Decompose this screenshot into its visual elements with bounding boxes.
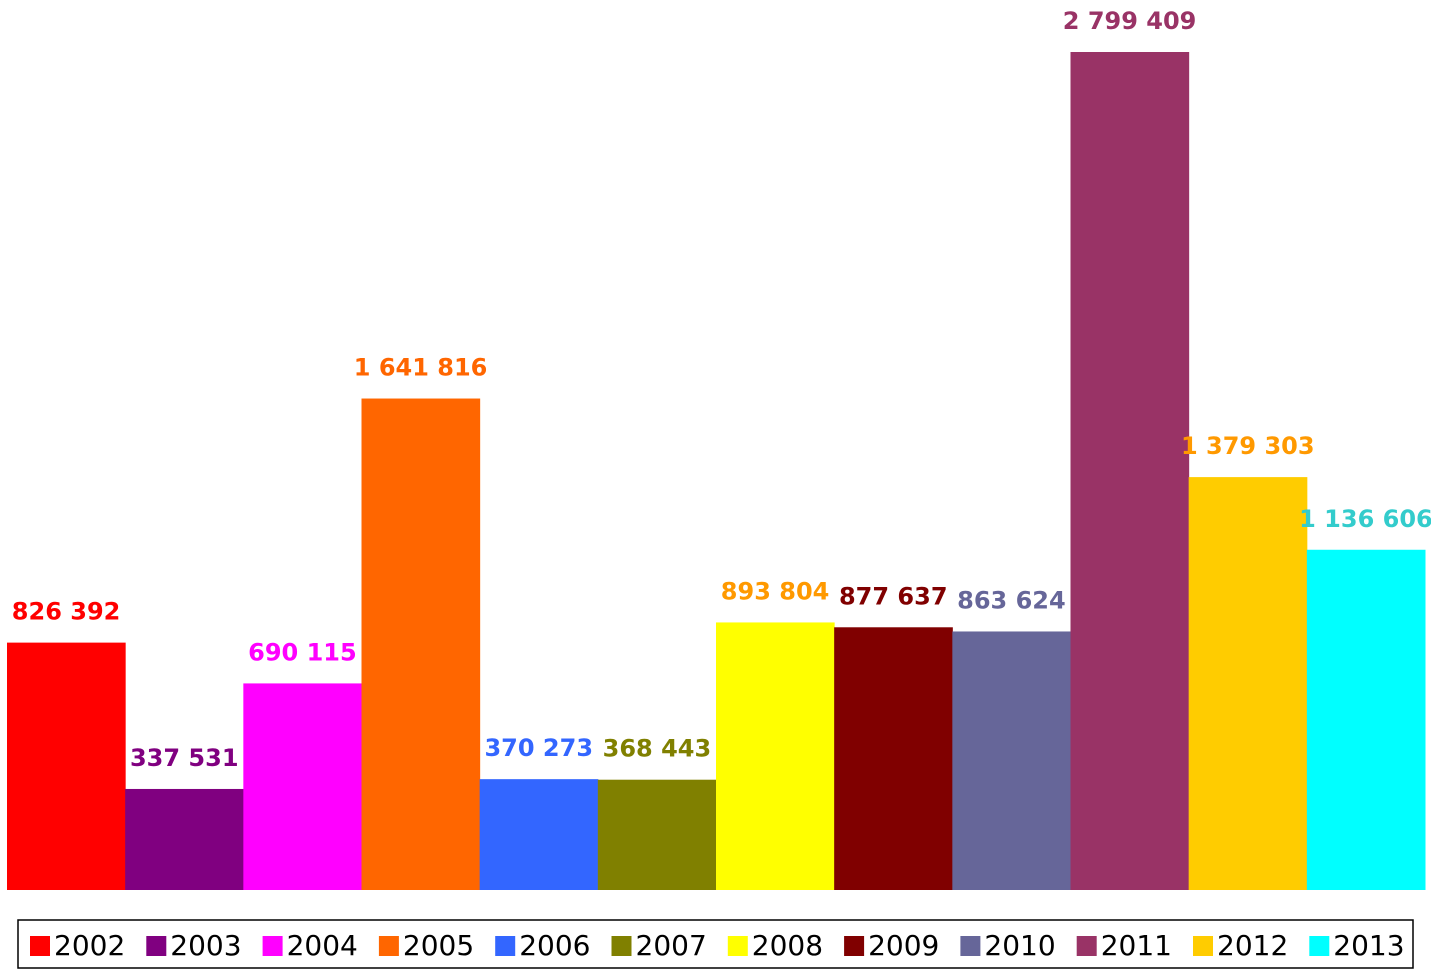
bar xyxy=(952,631,1071,890)
legend-label: 2003 xyxy=(170,929,241,962)
legend-swatch xyxy=(844,936,865,956)
value-label: 370 273 xyxy=(484,734,593,762)
value-label: 863 624 xyxy=(957,586,1066,614)
bar xyxy=(125,788,244,890)
value-label: 1 136 606 xyxy=(1299,505,1431,533)
legend-label: 2009 xyxy=(868,929,939,962)
bar xyxy=(1070,52,1190,890)
legend-box xyxy=(17,919,1414,969)
bar xyxy=(1306,549,1426,890)
legend-swatch xyxy=(960,936,981,956)
bar xyxy=(7,642,126,890)
legend-swatch xyxy=(146,936,167,956)
legend-label: 2006 xyxy=(519,929,590,962)
bar xyxy=(1188,477,1308,890)
legend-swatch xyxy=(611,936,632,956)
legend-label: 2007 xyxy=(636,929,707,962)
bar xyxy=(834,627,953,890)
bar xyxy=(597,779,717,890)
legend-swatch xyxy=(30,936,50,956)
value-label: 2 799 409 xyxy=(1063,7,1197,35)
legend-swatch xyxy=(1309,936,1330,956)
legend-swatch xyxy=(378,936,399,956)
legend-swatch xyxy=(727,936,748,956)
legend-label: 2008 xyxy=(752,929,823,962)
legend-label: 2011 xyxy=(1101,929,1172,962)
legend-label: 2002 xyxy=(54,929,125,962)
legend-label: 2012 xyxy=(1217,929,1288,962)
legend-label: 2004 xyxy=(287,929,358,962)
legend-swatch xyxy=(262,936,283,956)
bar xyxy=(361,398,481,890)
bar xyxy=(716,622,835,890)
value-label: 337 531 xyxy=(130,744,239,772)
value-label: 877 637 xyxy=(839,582,948,610)
value-label: 1 641 816 xyxy=(354,354,488,382)
value-label: 690 115 xyxy=(248,638,357,666)
legend-label: 2013 xyxy=(1333,929,1404,962)
value-label: 368 443 xyxy=(603,735,712,763)
bar xyxy=(243,683,362,890)
legend-swatch xyxy=(1193,936,1213,956)
legend-swatch xyxy=(495,936,516,956)
value-label: 826 392 xyxy=(12,598,121,626)
bar xyxy=(479,779,599,890)
legend-label: 2005 xyxy=(403,929,474,962)
value-label: 1 379 303 xyxy=(1181,432,1315,460)
legend-swatch xyxy=(1076,936,1097,956)
value-label: 893 804 xyxy=(721,577,830,605)
legend-label: 2010 xyxy=(984,929,1055,962)
